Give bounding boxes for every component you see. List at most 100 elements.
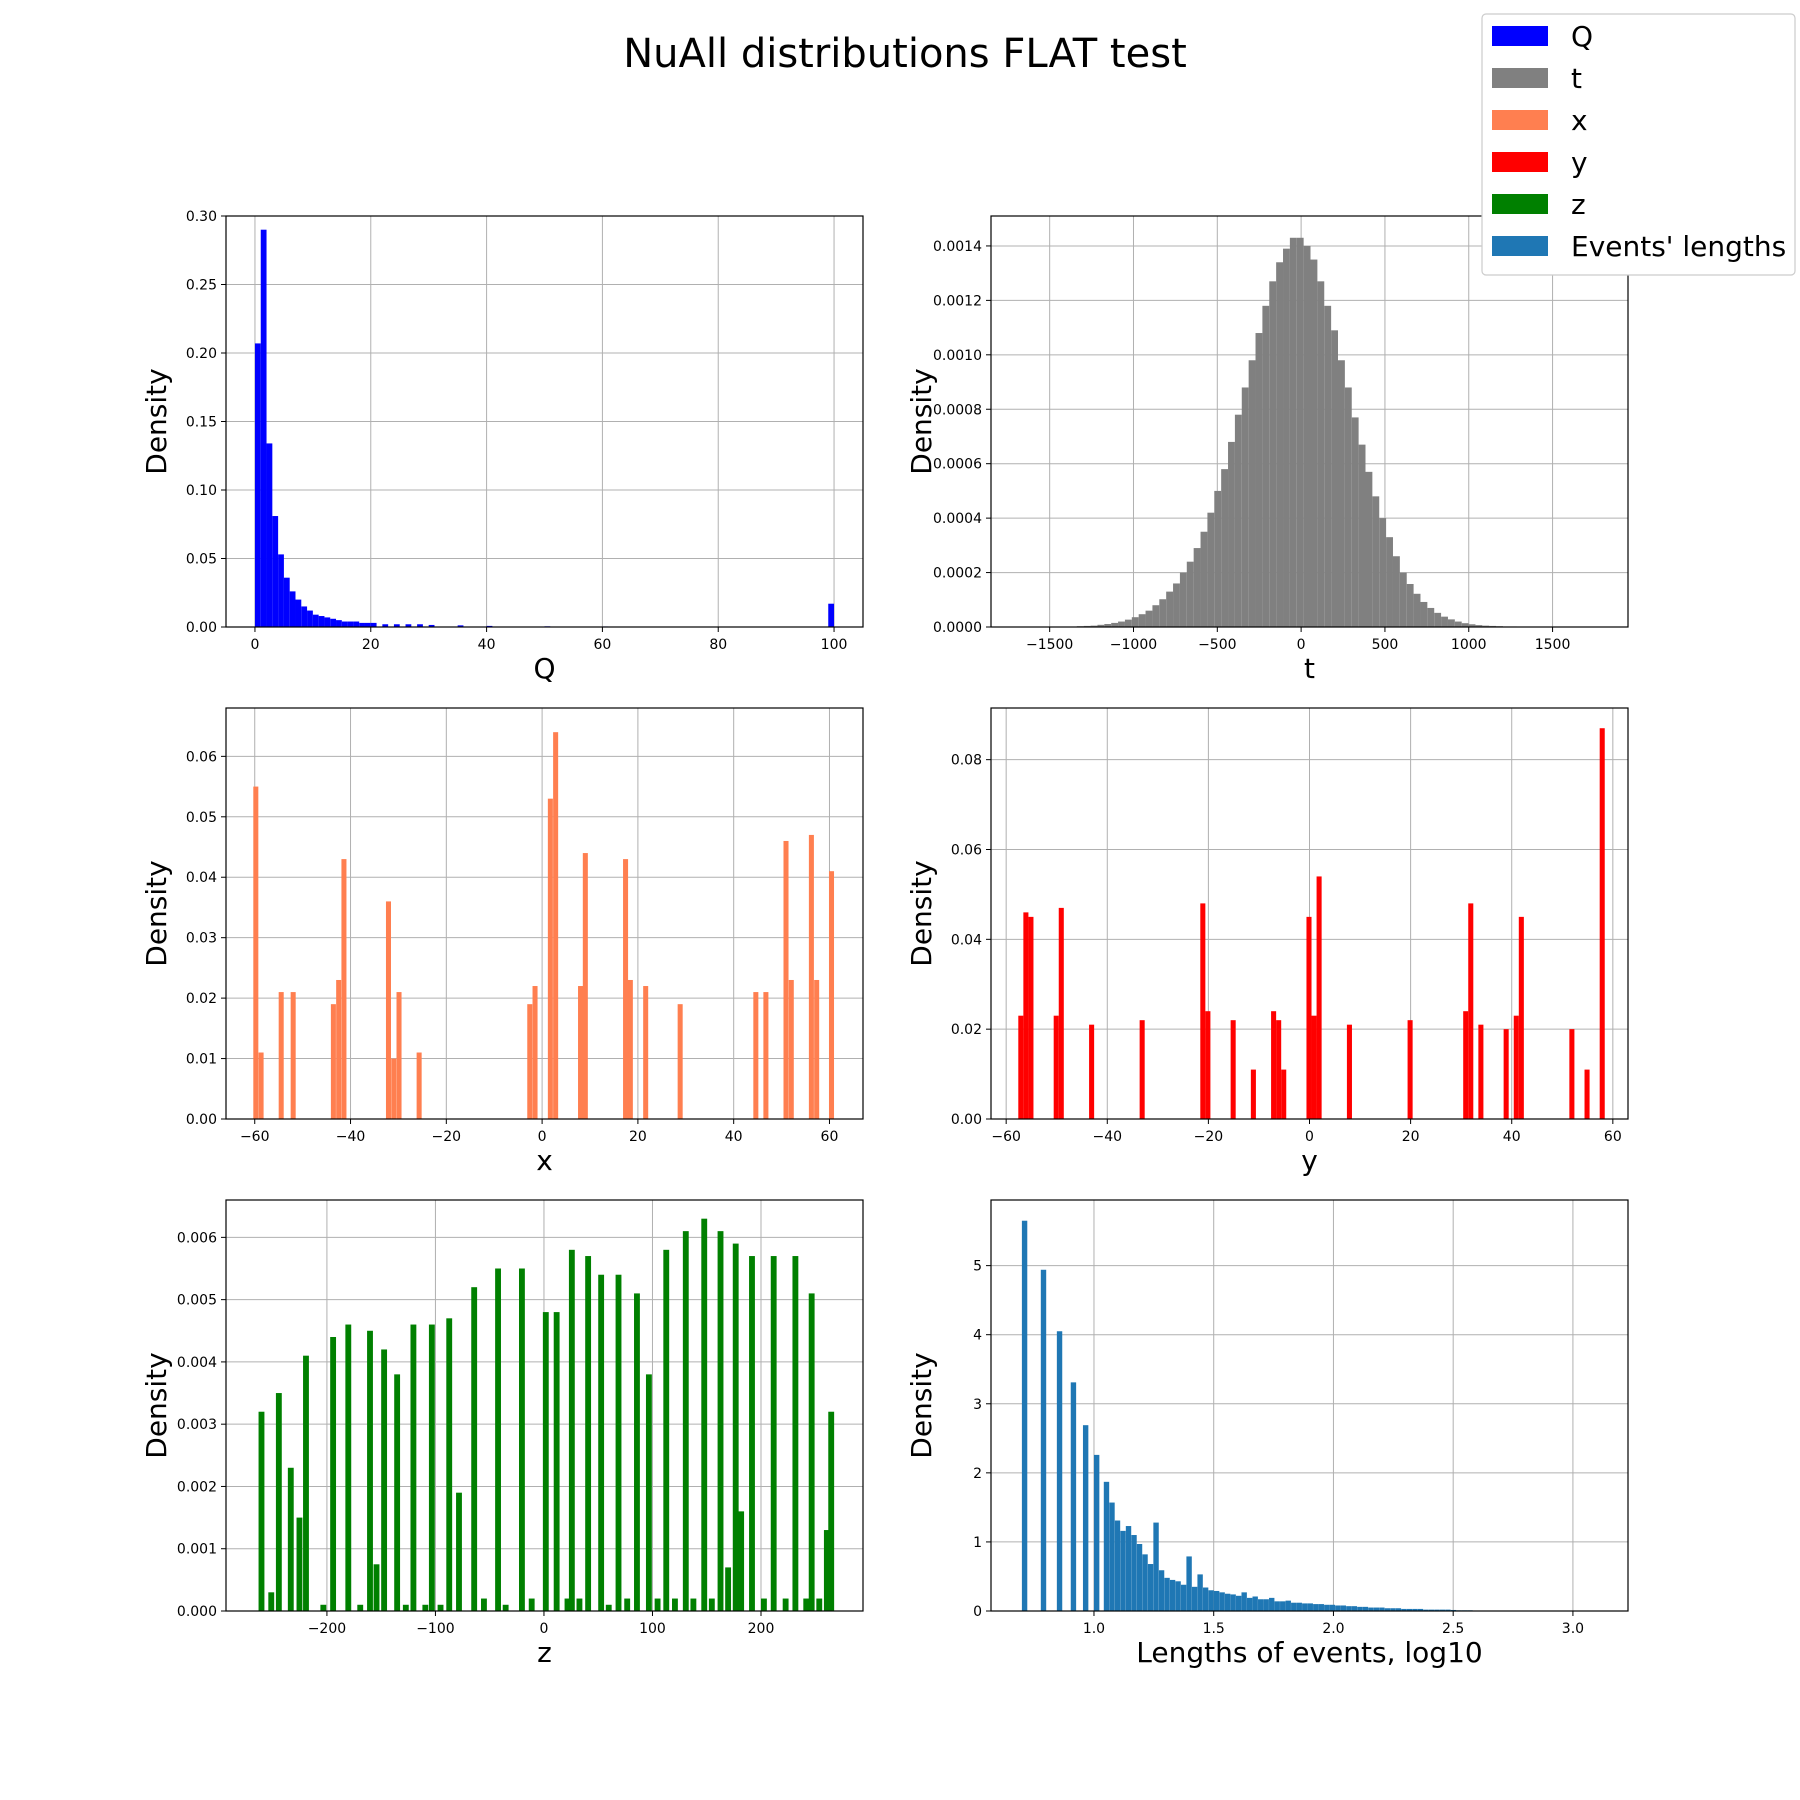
- x-tick-label: 60: [821, 1129, 839, 1145]
- bar-y: [1205, 1011, 1211, 1119]
- bar-events-lengths: [1219, 1592, 1225, 1611]
- y-axis-label: Density: [905, 368, 938, 474]
- bar-q: [364, 622, 371, 627]
- bar-y: [1271, 1011, 1277, 1119]
- y-tick-label: 0.0012: [933, 293, 982, 309]
- bar-t: [1475, 625, 1483, 627]
- bar-z: [528, 1598, 535, 1611]
- bar-events-lengths: [1274, 1601, 1280, 1611]
- y-tick-label: 0.06: [951, 842, 982, 858]
- bar-z: [471, 1287, 478, 1611]
- bar-t: [1331, 330, 1338, 627]
- bar-x: [788, 979, 794, 1119]
- bar-y: [1018, 1015, 1024, 1119]
- x-tick-label: 0: [1297, 637, 1306, 653]
- x-tick-label: 1000: [1451, 637, 1487, 653]
- x-axis-label: Q: [533, 652, 555, 685]
- x-axis-label: t: [1304, 652, 1315, 685]
- bar-y: [1478, 1024, 1484, 1119]
- bar-events-lengths: [1125, 1526, 1132, 1611]
- legend-swatch: [1492, 68, 1548, 88]
- y-tick-label: 0.0002: [933, 566, 982, 582]
- bar-t: [1097, 624, 1105, 627]
- x-tick-label: 1.0: [1083, 1621, 1105, 1637]
- bar-events-lengths: [1395, 1608, 1402, 1611]
- x-tick-label: 100: [639, 1621, 666, 1637]
- panels: 0 20 40 60 80 1000.000.050.100.150.200.250.30…: [140, 209, 1629, 1669]
- bar-z: [749, 1256, 755, 1611]
- x-tick-label: 60: [593, 637, 611, 653]
- bar-z: [782, 1598, 789, 1611]
- y-tick-label: 1: [973, 1535, 982, 1551]
- bar-x: [578, 986, 584, 1119]
- bar-t: [1118, 621, 1125, 627]
- x-axis-label: x: [536, 1144, 553, 1177]
- y-tick-label: 0.0004: [933, 511, 982, 527]
- bar-q: [324, 617, 331, 627]
- bar-events-lengths: [1191, 1586, 1198, 1611]
- bar-x: [763, 992, 769, 1119]
- bar-events-lengths: [1445, 1609, 1451, 1611]
- legend-label: z: [1571, 188, 1586, 221]
- bar-events-lengths: [1153, 1522, 1159, 1611]
- y-tick-label: 2: [973, 1466, 982, 1482]
- bar-events-lengths: [1103, 1481, 1110, 1611]
- y-axis-label: Density: [905, 1352, 938, 1458]
- bar-t: [1090, 625, 1098, 627]
- x-tick-label: 20: [1402, 1129, 1420, 1145]
- bar-t: [1124, 619, 1132, 627]
- bar-x: [814, 979, 820, 1119]
- bar-y: [1463, 1011, 1469, 1119]
- bar-t: [1413, 593, 1421, 627]
- bar-q: [336, 620, 342, 627]
- bar-t: [1406, 583, 1414, 627]
- bar-z: [717, 1231, 724, 1611]
- y-tick-label: 0.006: [177, 1230, 217, 1246]
- bar-x: [783, 840, 789, 1119]
- bar-events-lengths: [1131, 1535, 1137, 1611]
- bar-q: [278, 554, 284, 627]
- bar-events-lengths: [1224, 1593, 1231, 1611]
- bar-q: [341, 621, 348, 627]
- bar-events-lengths: [1302, 1603, 1308, 1611]
- bar-t: [1248, 360, 1256, 627]
- y-tick-label: 0.03: [186, 931, 217, 947]
- bar-events-lengths: [1186, 1556, 1192, 1611]
- bar-x: [753, 992, 759, 1119]
- bar-t: [1111, 622, 1119, 627]
- legend-item-t: t: [1492, 62, 1582, 95]
- bar-events-lengths: [1197, 1574, 1203, 1611]
- bar-events-lengths: [1428, 1609, 1435, 1611]
- bar-events-lengths: [1269, 1597, 1275, 1611]
- x-tick-label: 1500: [1535, 637, 1571, 653]
- x-tick-label: −20: [432, 1129, 462, 1145]
- bar-events-lengths: [1384, 1608, 1391, 1611]
- y-tick-label: 0.08: [951, 753, 982, 769]
- y-tick-label: 0.00: [951, 1112, 982, 1128]
- bar-z: [502, 1604, 509, 1611]
- bar-events-lengths: [1439, 1609, 1446, 1611]
- bar-q: [295, 599, 302, 627]
- bar-y: [1599, 728, 1605, 1119]
- bar-z: [816, 1598, 823, 1611]
- bar-events-lengths: [1241, 1592, 1247, 1611]
- bar-x: [527, 1004, 533, 1119]
- y-tick-label: 0.30: [186, 209, 217, 225]
- bar-y: [1468, 903, 1474, 1119]
- bar-z: [518, 1268, 525, 1611]
- x-tick-label: −1000: [1110, 637, 1157, 653]
- bar-z: [576, 1598, 583, 1611]
- bar-t: [1179, 572, 1187, 627]
- legend-swatch: [1492, 26, 1548, 46]
- y-tick-label: 0.04: [951, 932, 982, 948]
- bar-events-lengths: [1280, 1601, 1286, 1611]
- y-tick-label: 0.003: [177, 1417, 217, 1433]
- bar-x: [385, 901, 391, 1119]
- bar-x: [391, 1058, 397, 1119]
- x-tick-label: 20: [362, 637, 380, 653]
- bar-z: [275, 1393, 282, 1611]
- y-tick-label: 0.04: [186, 870, 217, 886]
- y-tick-label: 0.0006: [933, 457, 982, 473]
- bar-t: [1255, 333, 1263, 627]
